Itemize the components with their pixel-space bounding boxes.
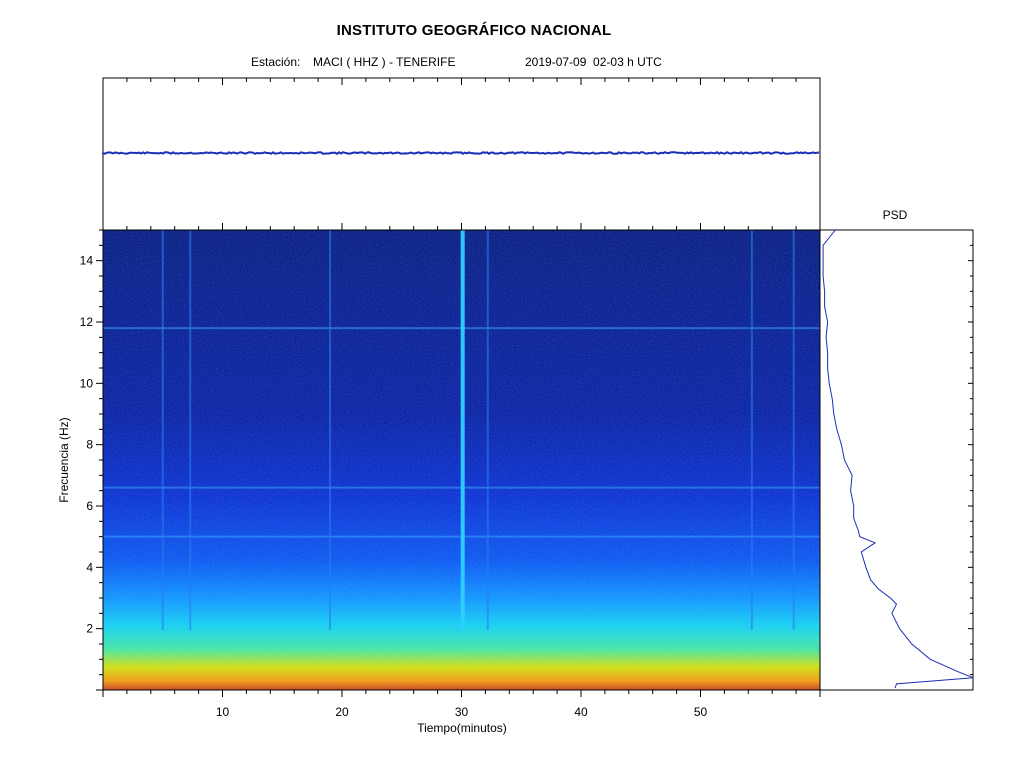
y-tick-label: 6 bbox=[86, 499, 93, 513]
spectrogram-panel: 10 20 30 40 50 2 4 6 8 10 12 14 Frecuencia (Hz) Tie… bbox=[57, 229, 821, 735]
x-tick-label: 40 bbox=[574, 705, 588, 719]
seismogram-trace bbox=[102, 151, 820, 155]
x-tick-label: 10 bbox=[216, 705, 230, 719]
psd-frame bbox=[819, 229, 974, 691]
station-prefix: Estación: bbox=[251, 55, 301, 69]
psd-title: PSD bbox=[882, 208, 908, 222]
x-tick-label: 50 bbox=[694, 705, 708, 719]
psd-line bbox=[822, 229, 974, 689]
psd-ticks bbox=[968, 229, 973, 691]
y-axis-label: Frecuencia (Hz) bbox=[57, 417, 71, 502]
psd-panel bbox=[819, 229, 974, 691]
x-axis-label: Tiempo(minutos) bbox=[417, 721, 507, 735]
datetime-label: 2019-07-09 02-03 h UTC bbox=[525, 55, 662, 69]
x-tick-label: 20 bbox=[335, 705, 349, 719]
y-tick-label: 10 bbox=[80, 376, 94, 390]
station-name: MACI ( HHZ ) - TENERIFE bbox=[313, 55, 456, 69]
y-tick-label: 14 bbox=[80, 254, 94, 268]
page-title: INSTITUTO GEOGRÁFICO NACIONAL bbox=[336, 22, 612, 39]
seismogram-panel bbox=[102, 77, 821, 231]
x-tick-label: 30 bbox=[455, 705, 469, 719]
spectrogram-events bbox=[103, 230, 820, 630]
y-tick-label: 4 bbox=[86, 560, 93, 574]
spectrogram-axes: 10 20 30 40 50 2 4 6 8 10 12 14 bbox=[80, 229, 821, 719]
y-tick-label: 8 bbox=[86, 438, 93, 452]
y-tick-label: 2 bbox=[86, 622, 93, 636]
y-tick-label: 12 bbox=[80, 315, 94, 329]
seismogram-ticks bbox=[102, 78, 821, 230]
